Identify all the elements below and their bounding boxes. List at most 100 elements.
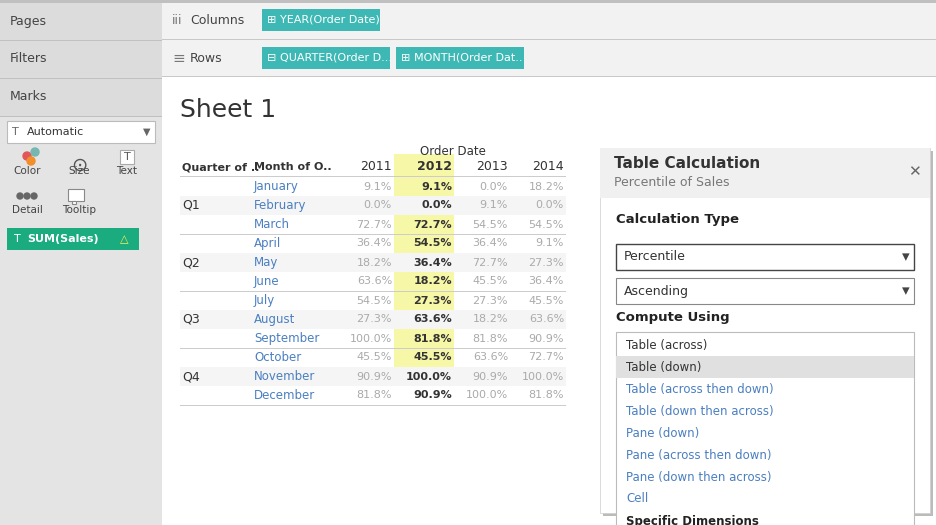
Text: Rows: Rows — [190, 51, 223, 65]
Text: 36.4%: 36.4% — [529, 277, 564, 287]
Text: Text: Text — [116, 166, 138, 176]
Text: 81.8%: 81.8% — [473, 333, 508, 343]
Bar — [7, 228, 139, 250]
Text: Pane (down): Pane (down) — [626, 426, 699, 439]
Bar — [262, 9, 380, 31]
Bar — [180, 176, 566, 177]
Bar — [0, 0, 162, 525]
Text: Compute Using: Compute Using — [616, 311, 730, 324]
Text: 63.6%: 63.6% — [414, 314, 452, 324]
Text: August: August — [254, 313, 296, 326]
Text: ≡: ≡ — [172, 50, 184, 66]
Text: MONTH(Order Dat..: MONTH(Order Dat.. — [414, 53, 522, 63]
Text: 81.8%: 81.8% — [357, 391, 392, 401]
Text: April: April — [254, 237, 281, 250]
Text: Marks: Marks — [10, 90, 48, 103]
Bar — [180, 348, 566, 349]
Text: 18.2%: 18.2% — [357, 257, 392, 268]
Circle shape — [24, 193, 30, 199]
Bar — [0, 3, 162, 41]
Text: Order Date: Order Date — [420, 145, 486, 158]
Bar — [72, 201, 76, 204]
Text: 90.9%: 90.9% — [357, 372, 392, 382]
Text: SUM(Sales): SUM(Sales) — [27, 234, 98, 244]
Text: Color: Color — [13, 166, 41, 176]
Bar — [616, 244, 914, 270]
Text: July: July — [254, 294, 275, 307]
Text: September: September — [254, 332, 319, 345]
Bar — [394, 154, 454, 386]
Text: 90.9%: 90.9% — [414, 391, 452, 401]
Text: November: November — [254, 370, 315, 383]
Text: 72.7%: 72.7% — [529, 352, 564, 362]
Bar — [616, 278, 914, 304]
Bar — [0, 79, 162, 117]
Text: 45.5%: 45.5% — [529, 296, 564, 306]
Text: May: May — [254, 256, 278, 269]
Circle shape — [23, 152, 31, 160]
Text: 18.2%: 18.2% — [529, 182, 564, 192]
Text: Q4: Q4 — [182, 370, 199, 383]
Text: Size: Size — [68, 166, 90, 176]
Text: Tooltip: Tooltip — [62, 205, 96, 215]
Text: 27.3%: 27.3% — [357, 314, 392, 324]
Text: Detail: Detail — [11, 205, 42, 215]
Bar — [0, 40, 162, 41]
Text: 2013: 2013 — [476, 161, 508, 173]
Text: Q1: Q1 — [182, 199, 199, 212]
Text: 27.3%: 27.3% — [473, 296, 508, 306]
Bar — [162, 77, 936, 525]
Text: ▼: ▼ — [142, 127, 150, 137]
Bar — [180, 405, 566, 406]
Text: QUARTER(Order D...: QUARTER(Order D... — [280, 53, 392, 63]
Text: 9.1%: 9.1% — [363, 182, 392, 192]
Text: 2012: 2012 — [417, 161, 452, 173]
Text: 100.0%: 100.0% — [350, 333, 392, 343]
Bar — [68, 189, 84, 201]
Text: Columns: Columns — [190, 14, 244, 26]
Bar — [120, 150, 134, 164]
Text: 2011: 2011 — [360, 161, 392, 173]
Text: 18.2%: 18.2% — [473, 314, 508, 324]
Text: 9.1%: 9.1% — [421, 182, 452, 192]
Bar — [0, 116, 162, 117]
Text: 45.5%: 45.5% — [414, 352, 452, 362]
Bar — [603, 151, 933, 516]
Text: Pane (down then across): Pane (down then across) — [626, 470, 771, 484]
Text: October: October — [254, 351, 301, 364]
Bar — [180, 253, 566, 272]
Bar — [162, 3, 936, 40]
Text: February: February — [254, 199, 306, 212]
Bar — [180, 367, 566, 386]
Circle shape — [17, 193, 23, 199]
Text: Automatic: Automatic — [27, 127, 84, 137]
Text: Cell: Cell — [626, 492, 649, 506]
Text: Ascending: Ascending — [624, 285, 689, 298]
Text: T: T — [124, 152, 130, 162]
Bar — [616, 356, 914, 378]
Text: 90.9%: 90.9% — [529, 333, 564, 343]
Text: March: March — [254, 218, 290, 231]
Bar — [396, 47, 524, 69]
Text: 72.7%: 72.7% — [473, 257, 508, 268]
Text: Q2: Q2 — [182, 256, 199, 269]
Text: 36.4%: 36.4% — [357, 238, 392, 248]
Text: 90.9%: 90.9% — [473, 372, 508, 382]
Bar — [7, 121, 155, 143]
Text: 63.6%: 63.6% — [357, 277, 392, 287]
Text: iii: iii — [172, 14, 183, 26]
Bar — [162, 76, 936, 77]
Text: Sheet 1: Sheet 1 — [180, 98, 276, 122]
Text: Table (across): Table (across) — [626, 339, 708, 352]
Text: 27.3%: 27.3% — [529, 257, 564, 268]
Text: Q3: Q3 — [182, 313, 199, 326]
Text: Filters: Filters — [10, 52, 48, 66]
Text: Specific Dimensions: Specific Dimensions — [626, 514, 759, 525]
Bar — [180, 291, 566, 292]
Text: ⊞: ⊞ — [267, 15, 276, 25]
Text: ✕: ✕ — [908, 164, 920, 180]
Text: 18.2%: 18.2% — [414, 277, 452, 287]
Text: 45.5%: 45.5% — [357, 352, 392, 362]
Text: 54.5%: 54.5% — [357, 296, 392, 306]
Text: Table (across then down): Table (across then down) — [626, 383, 774, 395]
